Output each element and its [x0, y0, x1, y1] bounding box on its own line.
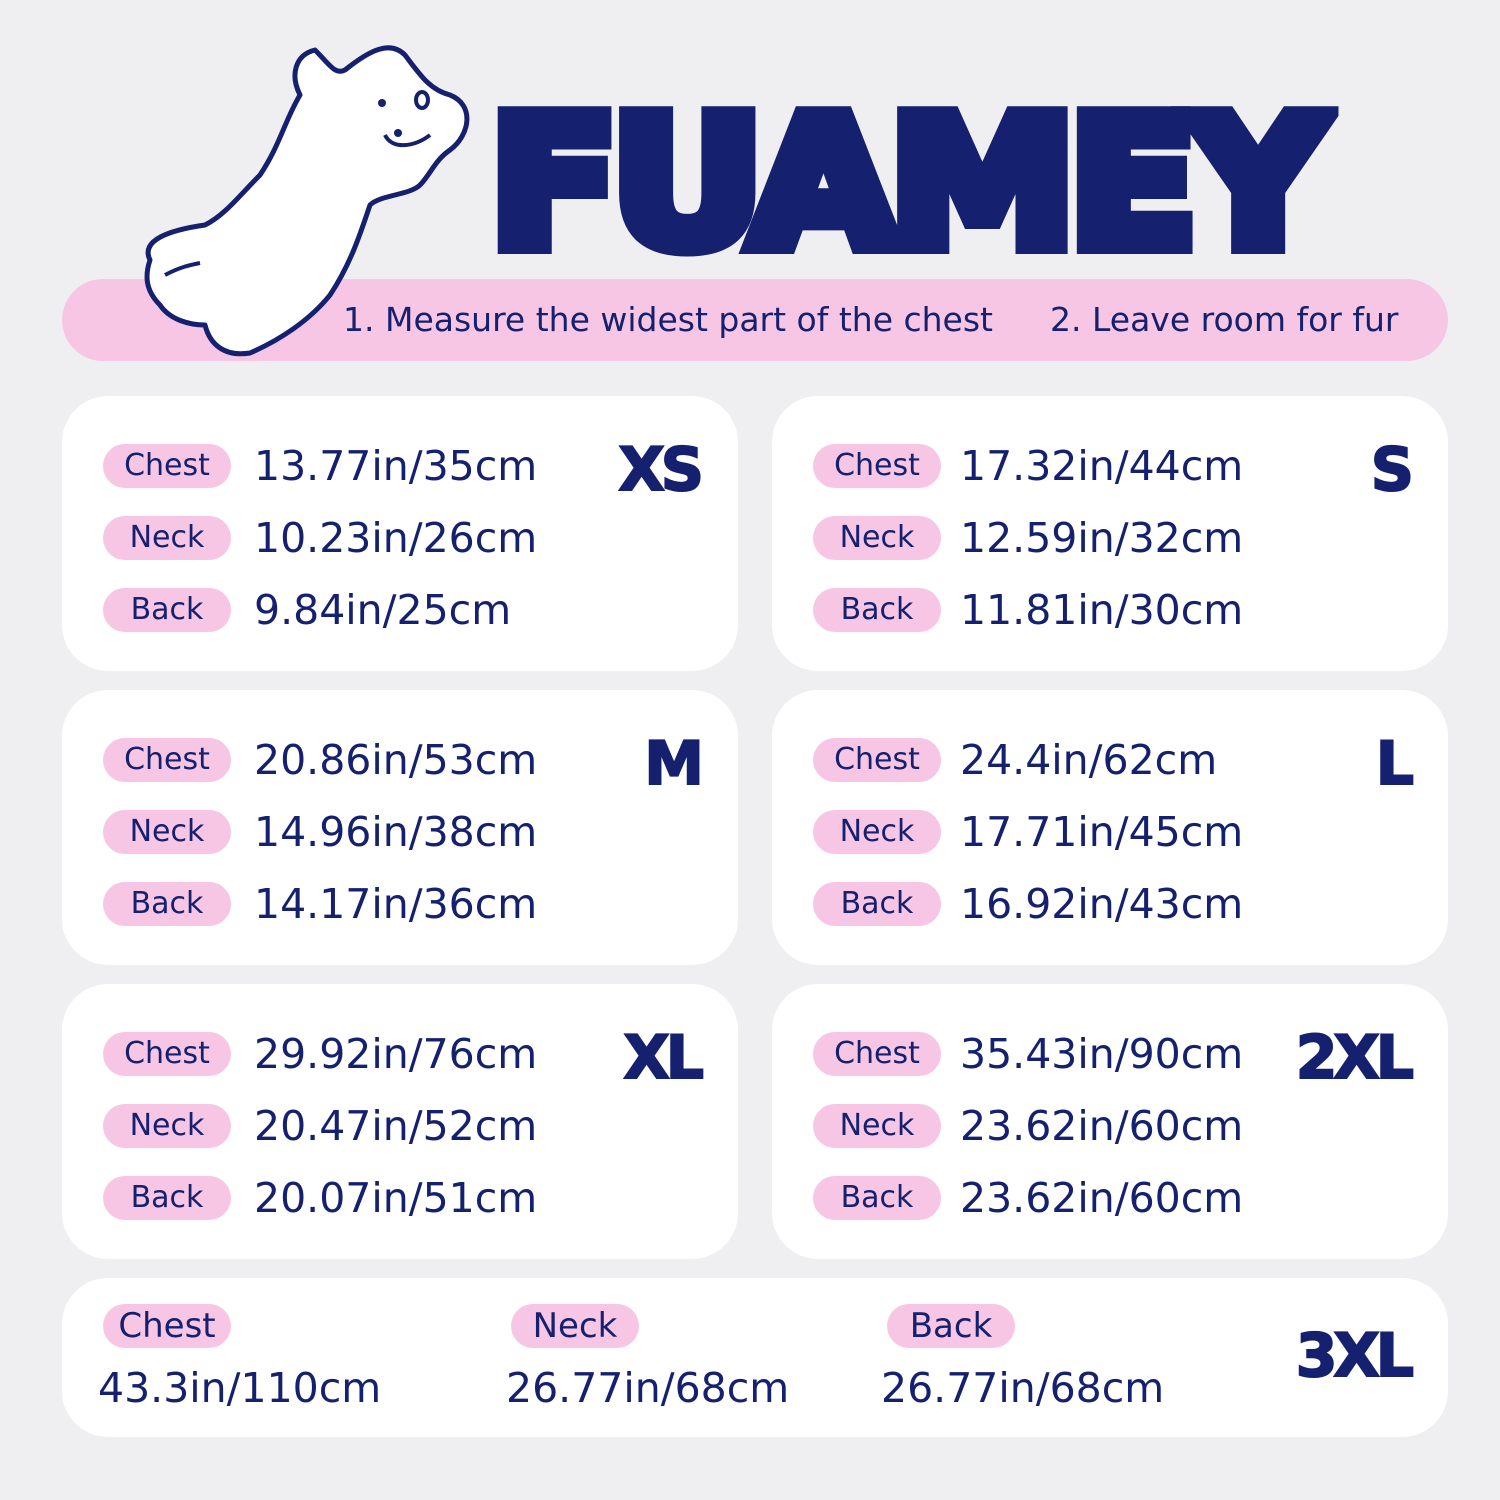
size-label: M — [643, 729, 705, 799]
measure-label-neck: Neck — [813, 516, 941, 560]
measure-label-back: Back — [813, 1176, 941, 1220]
size-card-3xl: Chest 43.3in/110cm Neck 26.77in/68cm Back 26.… — [62, 1278, 1448, 1437]
size-label: S — [1370, 435, 1415, 505]
measure-value: 17.71in/45cm — [960, 808, 1244, 856]
measure-value: 11.81in/30cm — [960, 586, 1244, 634]
measure-label-back: Back — [103, 1176, 231, 1220]
measure-label-chest: Chest — [813, 1032, 941, 1076]
measure-value: 9.84in/25cm — [254, 586, 512, 634]
measure-value: 17.32in/44cm — [960, 442, 1244, 490]
size-card-m: Chest 20.86in/53cm Neck 14.96in/38cm Back 14.… — [62, 690, 738, 965]
measure-value: 16.92in/43cm — [960, 880, 1244, 928]
measure-label-neck: Neck — [103, 810, 231, 854]
size-label: 2XL — [1295, 1023, 1415, 1093]
measure-value: 23.62in/60cm — [960, 1174, 1244, 1222]
size-label: XS — [618, 435, 706, 505]
measure-label-chest: Chest — [813, 444, 941, 488]
measure-value: 20.07in/51cm — [254, 1174, 538, 1222]
brand-logo: FUAMEY — [481, 80, 1336, 287]
measure-value: 20.47in/52cm — [254, 1102, 538, 1150]
measure-value: 13.77in/35cm — [254, 442, 538, 490]
size-card-xl: Chest 29.92in/76cm Neck 20.47in/52cm Back 20.… — [62, 984, 738, 1259]
dog-icon — [144, 45, 470, 357]
measure-label-chest: Chest — [103, 1304, 231, 1348]
size-label: L — [1375, 729, 1415, 799]
measure-label-back: Back — [813, 882, 941, 926]
measure-value: 29.92in/76cm — [254, 1030, 538, 1078]
measure-label-neck: Neck — [813, 810, 941, 854]
measure-value: 10.23in/26cm — [254, 514, 538, 562]
measure-label-chest: Chest — [103, 1032, 231, 1076]
tip-measure-chest: 1. Measure the widest part of the chest — [343, 300, 993, 339]
measure-label-back: Back — [813, 588, 941, 632]
size-label: XL — [623, 1023, 705, 1093]
measure-label-back: Back — [887, 1304, 1015, 1348]
size-card-2xl: Chest 35.43in/90cm Neck 23.62in/60cm Back 23.… — [772, 984, 1448, 1259]
measure-value: 35.43in/90cm — [960, 1030, 1244, 1078]
measure-value: 26.77in/68cm — [506, 1364, 790, 1412]
measure-label-back: Back — [103, 588, 231, 632]
measure-label-neck: Neck — [813, 1104, 941, 1148]
measure-value: 24.4in/62cm — [960, 736, 1218, 784]
measure-value: 20.86in/53cm — [254, 736, 538, 784]
measure-label-neck: Neck — [103, 516, 231, 560]
size-card-xs: Chest 13.77in/35cm Neck 10.23in/26cm Back 9.8… — [62, 396, 738, 671]
size-label: 3XL — [1295, 1321, 1415, 1391]
tip-leave-room: 2. Leave room for fur — [1050, 300, 1399, 339]
size-card-l: Chest 24.4in/62cm Neck 17.71in/45cm Back 16.9… — [772, 690, 1448, 965]
measure-value: 26.77in/68cm — [881, 1364, 1165, 1412]
measure-value: 12.59in/32cm — [960, 514, 1244, 562]
measure-value: 14.96in/38cm — [254, 808, 538, 856]
size-card-s: Chest 17.32in/44cm Neck 12.59in/32cm Back 11.… — [772, 396, 1448, 671]
measure-value: 14.17in/36cm — [254, 880, 538, 928]
measure-label-neck: Neck — [103, 1104, 231, 1148]
measure-label-chest: Chest — [103, 444, 231, 488]
measure-label-neck: Neck — [511, 1304, 639, 1348]
measure-label-chest: Chest — [813, 738, 941, 782]
measure-value: 43.3in/110cm — [98, 1364, 382, 1412]
measure-value: 23.62in/60cm — [960, 1102, 1244, 1150]
measure-label-chest: Chest — [103, 738, 231, 782]
measure-label-back: Back — [103, 882, 231, 926]
